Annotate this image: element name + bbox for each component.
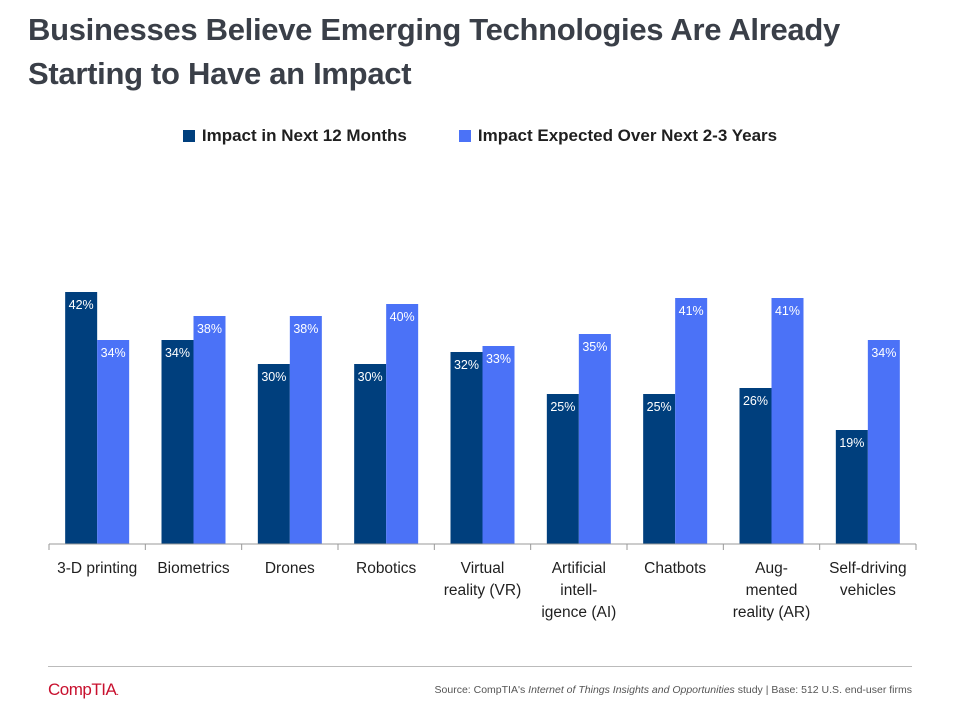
source-study-title: Internet of Things Insights and Opportun… — [528, 684, 735, 696]
bar-series-2-1 — [193, 316, 226, 544]
data-label-series-2-5: 35% — [582, 340, 607, 354]
data-label-series-2-3: 40% — [390, 310, 415, 324]
category-label-line: Drones — [265, 560, 315, 577]
page-title: Businesses Believe Emerging Technologies… — [28, 8, 928, 96]
data-label-series-1-1: 34% — [165, 346, 190, 360]
legend-swatch-series-1 — [182, 130, 195, 142]
bar-series-2-5 — [578, 334, 611, 544]
data-label-series-2-7: 41% — [775, 304, 800, 318]
data-label-series-1-3: 30% — [358, 370, 383, 384]
source-prefix: Source: CompTIA's — [434, 684, 529, 696]
category-label-5: Artificial intell-igence (AI) — [541, 560, 616, 621]
category-label-line: reality (AR) — [733, 604, 811, 621]
data-label-series-2-2: 38% — [293, 322, 318, 336]
title-line-1: Businesses Believe Emerging Technologies… — [28, 12, 840, 47]
data-label-series-1-7: 26% — [743, 394, 768, 408]
data-label-series-2-1: 38% — [197, 322, 222, 336]
data-label-series-1-0: 42% — [69, 298, 94, 312]
source-suffix: study | Base: 512 U.S. end-user firms — [734, 684, 912, 696]
data-label-series-2-0: 34% — [101, 346, 126, 360]
category-label-6: Chatbots — [644, 560, 706, 577]
bar-series-2-7 — [771, 298, 804, 544]
data-label-series-2-8: 34% — [871, 346, 896, 360]
bar-series-2-3 — [386, 304, 419, 544]
category-label-7: Aug-mented reality (AR) — [733, 560, 811, 621]
comptia-logo: CompTIA. — [48, 680, 119, 700]
data-label-series-1-2: 30% — [261, 370, 286, 384]
category-label-line: reality (VR) — [444, 582, 522, 599]
category-label-line: mented — [746, 582, 798, 599]
category-label-4: Virtual reality (VR) — [444, 560, 522, 599]
bar-series-1-7 — [739, 388, 772, 544]
bar-series-2-6 — [675, 298, 708, 544]
bar-series-2-8 — [867, 340, 900, 544]
category-label-3: Robotics — [356, 560, 417, 577]
category-label-line: igence (AI) — [541, 604, 616, 621]
category-label-line: intell- — [560, 582, 597, 599]
category-label-2: Drones — [265, 560, 315, 577]
data-label-series-2-6: 41% — [679, 304, 704, 318]
category-label-1: Biometrics — [157, 560, 230, 577]
category-label-line: Aug- — [755, 560, 788, 577]
category-label-8: Self-driving vehicles — [829, 560, 907, 599]
bar-series-2-0 — [97, 340, 130, 544]
category-label-line: Virtual — [461, 560, 505, 577]
bar-series-1-6 — [643, 394, 676, 544]
data-label-series-1-4: 32% — [454, 358, 479, 372]
category-label-line: vehicles — [840, 582, 896, 599]
category-label-line: Biometrics — [157, 560, 230, 577]
source-note: Source: CompTIA's Internet of Things Ins… — [435, 684, 912, 696]
legend-swatch-series-2 — [458, 130, 471, 142]
bar-series-1-1 — [161, 340, 194, 544]
data-label-series-1-6: 25% — [647, 400, 672, 414]
category-label-line: Chatbots — [644, 560, 706, 577]
bar-series-1-8 — [835, 430, 868, 544]
logo-text: CompTIA — [48, 680, 117, 699]
category-label-line: Robotics — [356, 560, 417, 577]
legend-item-series-1: Impact in Next 12 Months — [182, 126, 407, 146]
category-label-line: 3-D printing — [57, 560, 137, 577]
footer-divider — [48, 666, 912, 667]
legend-item-series-2: Impact Expected Over Next 2-3 Years — [458, 126, 778, 146]
data-label-series-2-4: 33% — [486, 352, 511, 366]
bar-series-1-2 — [257, 364, 290, 544]
chart-legend: Impact in Next 12 Months Impact Expected… — [0, 126, 960, 146]
legend-label-series-2: Impact Expected Over Next 2-3 Years — [477, 126, 778, 145]
data-label-series-1-8: 19% — [839, 436, 864, 450]
title-line-2: Starting to Have an Impact — [28, 56, 412, 91]
bar-series-2-4 — [482, 346, 515, 544]
bar-series-1-3 — [354, 364, 387, 544]
category-label-line: Self-driving — [829, 560, 907, 577]
legend-label-series-1: Impact in Next 12 Months — [201, 126, 407, 145]
bar-series-1-4 — [450, 352, 483, 544]
category-label-0: 3-D printing — [57, 560, 137, 577]
logo-mark: . — [116, 687, 119, 698]
bar-series-1-5 — [546, 394, 579, 544]
bar-series-2-2 — [289, 316, 322, 544]
bar-series-1-0 — [65, 292, 98, 544]
data-label-series-1-5: 25% — [550, 400, 575, 414]
category-label-line: Artificial — [552, 560, 606, 577]
